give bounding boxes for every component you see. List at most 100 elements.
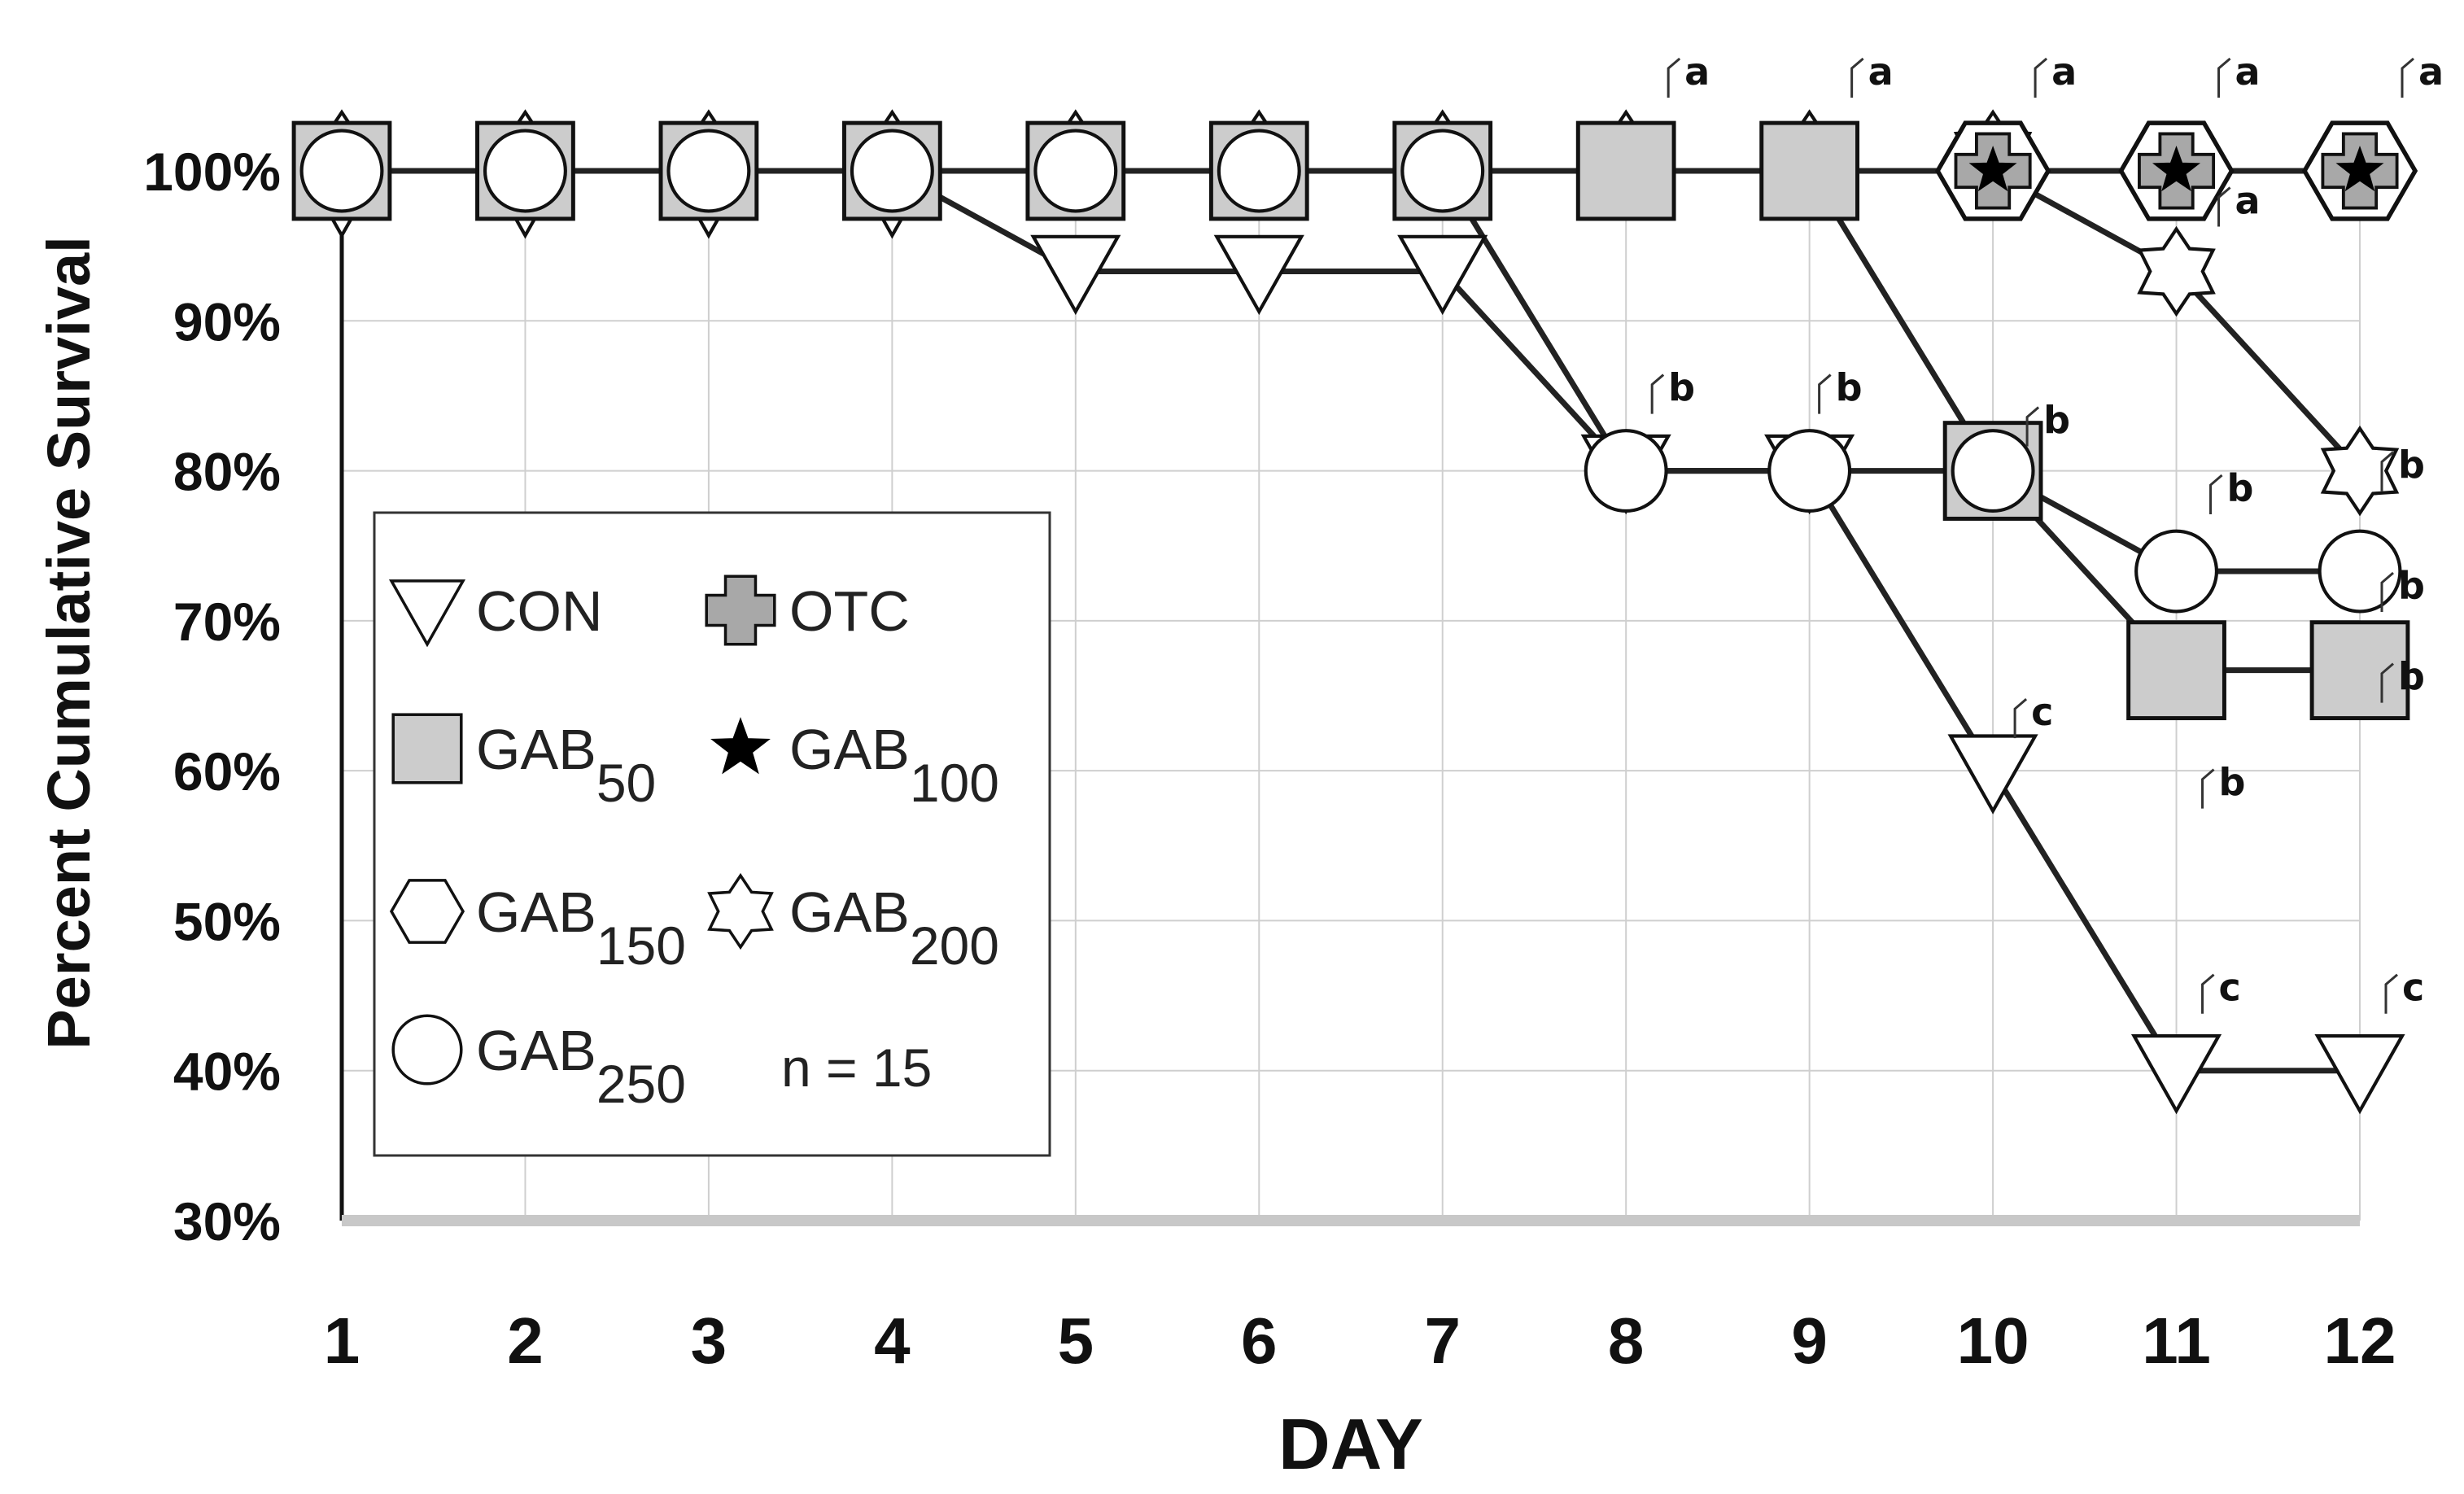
annotation-a: a <box>1684 50 1710 94</box>
marker-gab250-day-3 <box>666 129 751 213</box>
marker-con-day-12 <box>2314 1033 2405 1115</box>
marker-gab50-day-11 <box>2126 620 2226 721</box>
annotation-tick <box>2380 451 2394 491</box>
marker-gab100-day-12 <box>2335 145 2384 192</box>
legend-marker-gab100 <box>710 717 771 775</box>
annotation-tick <box>2380 571 2394 613</box>
legend-label-con: CON <box>476 579 603 643</box>
marker-gab50-day-8 <box>1575 120 1676 221</box>
annotation-c: c <box>2402 966 2424 1010</box>
y-tick-label: 80% <box>173 442 281 502</box>
legend-subscript: 100 <box>910 753 999 813</box>
marker-gab200-day-12 <box>2320 425 2400 517</box>
series-markers <box>291 109 2418 1115</box>
marker-gab250-day-10 <box>1951 429 2035 513</box>
annotation-tick <box>1650 374 1665 414</box>
marker-gab250-day-2 <box>483 129 567 213</box>
annotation-tick <box>2380 662 2394 703</box>
annotation-tick <box>2384 973 2398 1014</box>
marker-con-day-11 <box>2130 1033 2222 1115</box>
annotation-tick <box>1818 374 1832 414</box>
series-line-gab250 <box>342 168 2360 574</box>
legend-label-otc: OTC <box>789 579 910 643</box>
y-axis-title: Percent Cumulative Survival <box>35 236 103 1049</box>
x-axis-title: DAY <box>1278 1404 1423 1484</box>
marker-gab250-day-8 <box>1584 429 1668 513</box>
x-tick-label: 5 <box>1058 1304 1094 1377</box>
annotation-a: a <box>2051 50 2077 94</box>
annotation-tick <box>2034 57 2048 98</box>
y-tick-label: 100% <box>143 142 281 202</box>
legend-marker-otc <box>705 574 776 646</box>
annotation-tick <box>1667 57 1681 98</box>
annotation-tick <box>2217 186 2231 227</box>
legend-marker-gab150 <box>389 879 465 944</box>
x-tick-label: 12 <box>2324 1304 2396 1377</box>
y-tick-label: 60% <box>173 741 281 802</box>
legend-subscript: 200 <box>910 915 999 976</box>
y-tick-label: 70% <box>173 592 281 652</box>
legend-marker-gab50 <box>391 713 463 784</box>
annotation-a: a <box>1868 50 1894 94</box>
annotation-a: a <box>2235 178 2261 222</box>
annotation-tick <box>2209 474 2223 515</box>
marker-gab250-day-9 <box>1767 429 1852 513</box>
marker-gab50-day-9 <box>1759 120 1860 221</box>
annotation-b: b <box>2398 443 2425 487</box>
annotation-b: b <box>2219 761 2246 805</box>
marker-gab250-day-4 <box>850 129 934 213</box>
significance-annotations: a a a a a a b b b b b b b b c c c <box>1650 50 2444 1014</box>
legend-subscript: 250 <box>596 1054 686 1114</box>
x-tick-label: 7 <box>1424 1304 1461 1377</box>
annotation-b: b <box>2398 655 2425 699</box>
marker-con-day-6 <box>1213 234 1304 316</box>
annotation-b: b <box>2398 564 2425 608</box>
x-tick-label: 4 <box>874 1304 911 1377</box>
x-tick-label: 9 <box>1791 1304 1828 1377</box>
legend-marker-con <box>388 579 466 648</box>
annotation-tick <box>2013 698 2028 739</box>
x-tick-label: 11 <box>2142 1304 2211 1377</box>
x-tick-label: 8 <box>1608 1304 1645 1377</box>
annotation-a: a <box>2418 50 2444 94</box>
marker-gab250-day-1 <box>299 129 384 213</box>
marker-gab250-day-6 <box>1217 129 1301 213</box>
marker-con-day-5 <box>1030 234 1121 316</box>
legend-marker-gab200 <box>707 872 774 950</box>
legend-subscript: 50 <box>596 753 656 813</box>
annotation-tick <box>1850 57 1864 98</box>
annotation-b: b <box>1836 366 1863 410</box>
annotation-b: b <box>2227 466 2254 510</box>
x-tick-label: 10 <box>1957 1304 2029 1377</box>
annotation-tick <box>2201 768 2215 809</box>
marker-gab100-day-11 <box>2152 145 2201 192</box>
marker-gab100-day-10 <box>1968 145 2017 192</box>
annotation-tick <box>2217 57 2231 98</box>
marker-gab200-day-11 <box>2137 225 2216 317</box>
annotation-a: a <box>2235 50 2261 94</box>
legend-note: n = 15 <box>781 1038 932 1098</box>
annotation-tick <box>2025 406 2040 447</box>
annotation-b: b <box>2043 399 2070 443</box>
x-tick-label: 2 <box>507 1304 544 1377</box>
marker-gab250-day-7 <box>1400 129 1485 213</box>
annotation-tick <box>2401 57 2414 98</box>
legend-marker-gab250 <box>391 1014 463 1086</box>
marker-gab50-day-12 <box>2309 620 2410 721</box>
y-tick-label: 30% <box>173 1191 281 1252</box>
x-tick-label: 3 <box>691 1304 727 1377</box>
y-tick-label: 40% <box>173 1042 281 1102</box>
y-tick-label: 50% <box>173 891 281 951</box>
annotation-c: c <box>2219 966 2241 1010</box>
legend-subscript: 150 <box>596 915 686 976</box>
axes: 30%40%50%60%70%80%90%100%1 2 3 4 5 6 7 8 9 10 11 12 <box>143 142 2396 1377</box>
annotation-b: b <box>1668 366 1695 410</box>
marker-gab250-day-5 <box>1033 129 1118 213</box>
marker-con-day-10 <box>1947 734 2038 815</box>
annotation-c: c <box>2031 690 2053 734</box>
marker-gab250-day-12 <box>2318 529 2402 614</box>
x-tick-label: 6 <box>1241 1304 1278 1377</box>
marker-gab250-day-11 <box>2134 529 2219 614</box>
